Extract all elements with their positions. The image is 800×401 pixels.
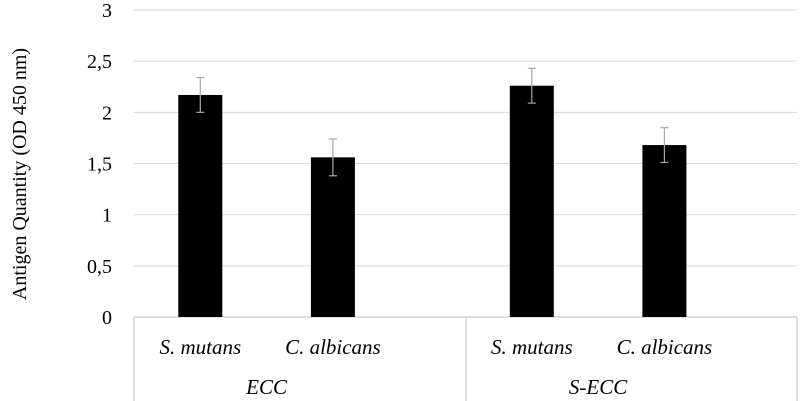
category-label: S. mutans: [159, 335, 241, 359]
y-axis-label: Antigen Quantity (OD 450 nm): [9, 48, 31, 300]
gridlines: [134, 9, 797, 318]
y-tick-label: 0: [102, 307, 112, 329]
bar: [509, 85, 554, 317]
y-tick-label: 0,5: [87, 256, 112, 278]
bar: [642, 145, 687, 317]
y-tick-label: 2,5: [87, 51, 112, 73]
group-label: S-ECC: [569, 375, 628, 399]
category-label: C. albicans: [617, 335, 713, 359]
bar: [310, 157, 355, 317]
y-tick-label: 1: [102, 205, 112, 227]
y-tick-label: 2: [102, 102, 112, 124]
y-tick-label: 1,5: [87, 154, 112, 176]
group-label: ECC: [245, 375, 288, 399]
bar: [178, 94, 223, 317]
bars: [178, 85, 687, 317]
y-tick-label: 3: [102, 0, 112, 22]
category-label: C. albicans: [285, 335, 381, 359]
error-bars: [196, 67, 669, 177]
category-label: S. mutans: [491, 335, 573, 359]
y-tick-labels: 0 0,5 1 1,5 2 2,5 3: [87, 0, 112, 329]
